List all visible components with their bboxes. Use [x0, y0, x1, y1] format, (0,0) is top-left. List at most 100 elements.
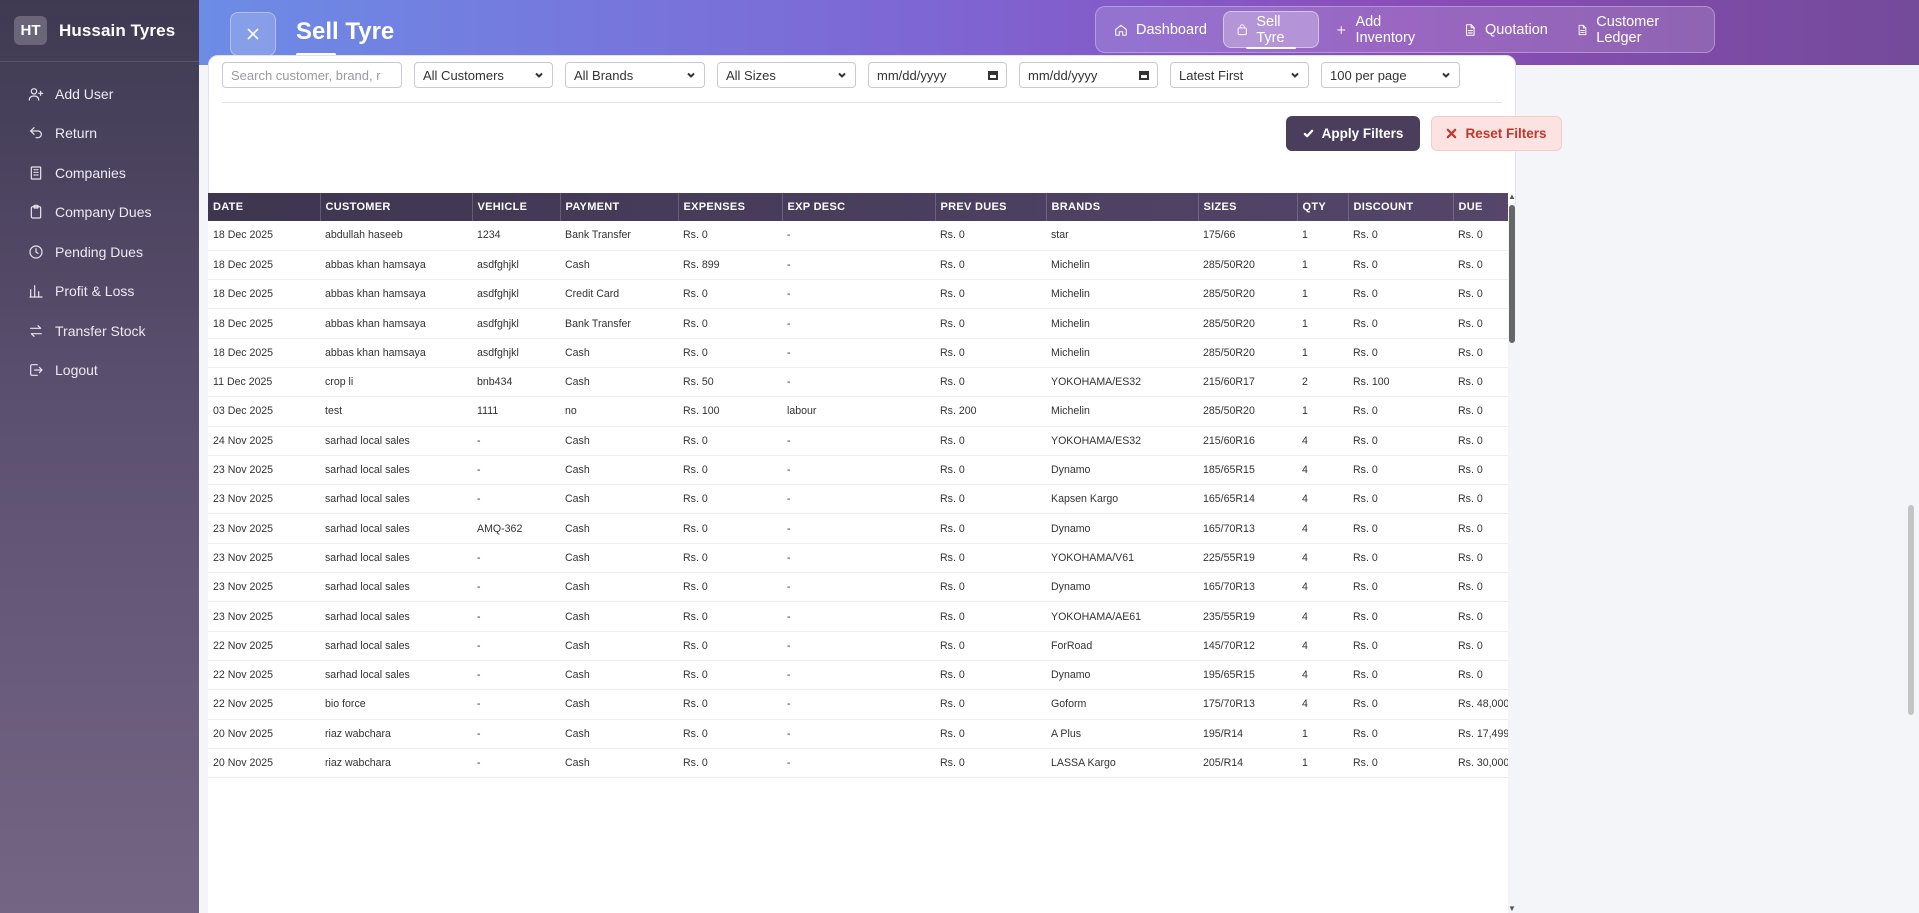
cell-exp-desc: -	[787, 493, 791, 506]
cell-brands: Dynamo	[1051, 669, 1091, 682]
cell-due: Rs. 0	[1458, 551, 1483, 564]
cell-exp-desc: -	[787, 610, 791, 623]
sidebar-item-company-dues[interactable]: Company Dues	[0, 193, 199, 233]
apply-filters-button[interactable]: Apply Filters	[1286, 116, 1420, 151]
cell-vehicle: -	[477, 669, 481, 682]
column-header-exp-desc: EXP DESC	[782, 193, 936, 221]
cell-discount: Rs. 0	[1353, 493, 1378, 506]
cell-brands: ForRoad	[1051, 639, 1093, 652]
cell-vehicle: -	[477, 581, 481, 594]
nav-add-inventory[interactable]: Add Inventory	[1323, 11, 1447, 48]
sidebar-item-transfer-stock[interactable]: Transfer Stock	[0, 311, 199, 351]
sidebar-item-companies[interactable]: Companies	[0, 153, 199, 193]
cell-due: Rs. 0	[1458, 229, 1483, 242]
cell-qty: 1	[1302, 756, 1308, 769]
cell-customer: sarhad local sales	[325, 522, 410, 535]
cell-payment: Cash	[565, 376, 590, 389]
cell-exp-desc: -	[787, 288, 791, 301]
brand-select[interactable]: All Brands	[565, 62, 705, 88]
cell-vehicle: -	[477, 551, 481, 564]
cell-sizes: 175/70R13	[1203, 698, 1255, 711]
cell-discount: Rs. 0	[1353, 405, 1378, 418]
date-to-input[interactable]: mm/dd/yyyy	[1019, 62, 1158, 88]
scroll-up-arrow[interactable]: ▲	[1508, 192, 1516, 201]
cell-expenses: Rs. 0	[683, 581, 708, 594]
scroll-down-arrow[interactable]: ▼	[1508, 904, 1516, 913]
cell-sizes: 165/65R14	[1203, 493, 1255, 506]
nav-label: Quotation	[1484, 21, 1548, 38]
sales-table: DATE CUSTOMER VEHICLE PAYMENT EXPENSES EXP DE…	[208, 193, 1508, 778]
sidebar-item-logout[interactable]: Logout	[0, 351, 199, 391]
cell-customer: riaz wabchara	[325, 756, 391, 769]
cell-date: 20 Nov 2025	[213, 727, 274, 740]
cell-brands: Dynamo	[1051, 464, 1091, 477]
cell-vehicle: -	[477, 434, 481, 447]
nav-dashboard[interactable]: Dashboard	[1102, 11, 1219, 48]
cell-sizes: 165/70R13	[1203, 581, 1255, 594]
user-plus-icon	[28, 87, 44, 101]
clock-icon	[29, 245, 43, 259]
cell-vehicle: -	[477, 639, 481, 652]
table-row: 23 Nov 2025 sarhad local sales - Cash Rs. 0 -…	[208, 602, 1508, 632]
cell-discount: Rs. 0	[1353, 317, 1378, 330]
cell-discount: Rs. 0	[1353, 551, 1378, 564]
table-row: 11 Dec 2025 crop li bnb434 Cash Rs. 50 - Rs. 0…	[208, 367, 1508, 397]
nav-customer-ledger[interactable]: Customer Ledger	[1564, 11, 1708, 48]
cell-discount: Rs. 0	[1353, 756, 1378, 769]
reset-filters-button[interactable]: Reset Filters	[1431, 116, 1562, 151]
table-scroll-thumb[interactable]	[1509, 205, 1515, 343]
cell-vehicle: -	[477, 610, 481, 623]
page-scroll-thumb[interactable]	[1908, 505, 1914, 715]
size-select[interactable]: All Sizes	[717, 62, 856, 88]
cell-vehicle: asdfghjkl	[477, 288, 519, 301]
close-button[interactable]	[230, 12, 276, 56]
document-icon	[1578, 24, 1587, 35]
cell-date: 18 Dec 2025	[213, 288, 274, 301]
cell-sizes: 235/55R19	[1203, 610, 1255, 623]
per-page-select[interactable]: 100 per page	[1321, 62, 1460, 88]
table-row: 24 Nov 2025 sarhad local sales - Cash Rs. 0 -…	[208, 426, 1508, 456]
brand-logo: HT	[14, 16, 47, 45]
date-from-input[interactable]: mm/dd/yyyy	[868, 62, 1007, 88]
sidebar-item-add-user[interactable]: Add User	[0, 74, 199, 114]
cell-vehicle: -	[477, 756, 481, 769]
cell-due: Rs. 0	[1458, 493, 1483, 506]
cell-payment: Cash	[565, 639, 590, 652]
cell-exp-desc: -	[787, 551, 791, 564]
cell-discount: Rs. 0	[1353, 610, 1378, 623]
cell-due: Rs. 0	[1458, 317, 1483, 330]
sidebar-item-return[interactable]: Return	[0, 114, 199, 154]
calendar-icon	[1139, 71, 1149, 80]
cell-expenses: Rs. 0	[683, 639, 708, 652]
cell-customer: abdullah haseeb	[325, 229, 403, 242]
nav-sell-tyre[interactable]: Sell Tyre	[1222, 11, 1319, 49]
cell-payment: Cash	[565, 727, 590, 740]
cell-brands: Dynamo	[1051, 522, 1091, 535]
date-to-value: mm/dd/yyyy	[1028, 67, 1098, 83]
top-bar: Sell Tyre Dashboard Sell Tyre Add Invent…	[199, 0, 1919, 65]
customer-select[interactable]: All Customers	[414, 62, 553, 88]
cell-prev-dues: Rs. 0	[940, 727, 965, 740]
sales-table-container: DATE CUSTOMER VEHICLE PAYMENT EXPENSES EXP DE…	[208, 193, 1508, 913]
cell-payment: Cash	[565, 493, 590, 506]
cell-vehicle: bnb434	[477, 376, 513, 389]
table-row: 22 Nov 2025 sarhad local sales - Cash Rs. 0 -…	[208, 660, 1508, 690]
cell-discount: Rs. 0	[1353, 464, 1378, 477]
cell-expenses: Rs. 0	[683, 288, 708, 301]
cell-exp-desc: -	[787, 434, 791, 447]
main-content: All Customers All Brands All Sizes mm/dd…	[199, 55, 1919, 913]
sort-select[interactable]: Latest First	[1170, 62, 1309, 88]
cell-prev-dues: Rs. 0	[940, 346, 965, 359]
nav-quotation[interactable]: Quotation	[1451, 11, 1560, 48]
size-select-value: All Sizes	[726, 67, 776, 83]
cell-brands: YOKOHAMA/V61	[1051, 551, 1135, 564]
brand: HT Hussain Tyres	[0, 0, 199, 62]
sidebar-item-profit-loss[interactable]: Profit & Loss	[0, 272, 199, 312]
cell-qty: 1	[1302, 346, 1308, 359]
cell-sizes: 215/60R16	[1203, 434, 1255, 447]
bag-icon	[1237, 23, 1247, 35]
sidebar-item-pending-dues[interactable]: Pending Dues	[0, 232, 199, 272]
table-scrollbar[interactable]: ▲ ▼	[1508, 193, 1516, 913]
search-input[interactable]	[222, 62, 402, 88]
cell-discount: Rs. 0	[1353, 581, 1378, 594]
